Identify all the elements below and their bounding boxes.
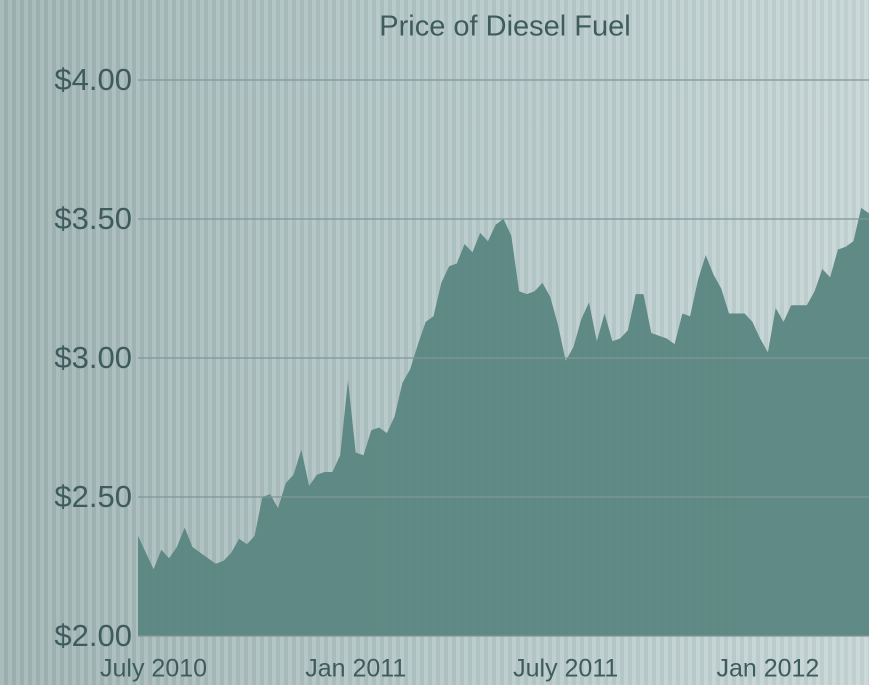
x-tick-label: Jan 2011 [305,655,406,683]
y-tick-label: $2.00 [54,618,132,653]
chart-title: Price of Diesel Fuel [379,11,630,43]
y-tick-label: $3.50 [54,201,132,236]
x-tick-label: Jan 2012 [716,655,819,683]
x-tick-label: July 2010 [100,655,207,683]
y-tick-label: $3.00 [54,340,132,375]
y-tick-label: $2.50 [54,479,132,514]
area [138,207,869,636]
x-tick-label: July 2011 [513,655,618,683]
y-tick-label: $4.00 [54,62,132,97]
